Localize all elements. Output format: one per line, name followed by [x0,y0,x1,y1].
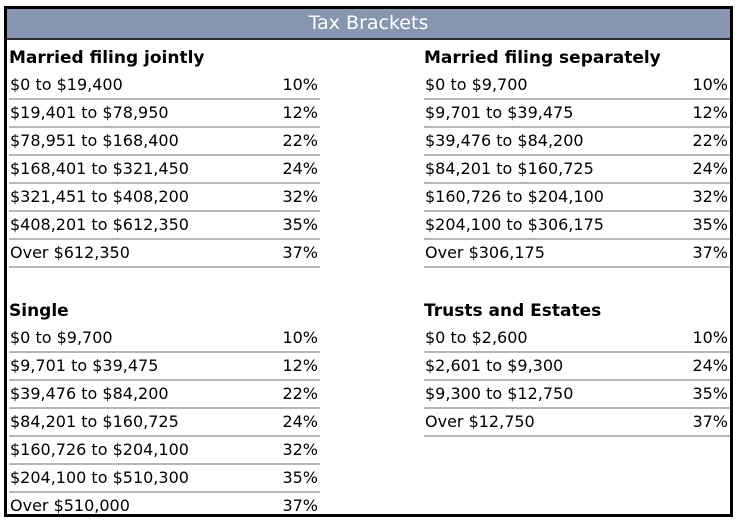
bracket-range: $160,726 to $204,100 [10,440,189,459]
table-row: $160,726 to $204,100 32% [424,184,730,212]
bracket-rate: 10% [282,328,318,347]
bracket-rate: 35% [282,468,318,487]
table-row: $9,701 to $39,475 12% [424,100,730,128]
section-title: Married filing jointly [9,48,205,68]
bracket-range: $0 to $19,400 [10,75,123,94]
bracket-rate: 37% [692,243,728,262]
bracket-range: $9,300 to $12,750 [425,384,574,403]
table-row: $84,201 to $160,725 24% [9,409,320,437]
table-row: $168,401 to $321,450 24% [9,156,320,184]
bracket-rate: 12% [282,103,318,122]
table-row: $0 to $19,400 10% [9,72,320,100]
table-row: $84,201 to $160,725 24% [424,156,730,184]
bracket-range: $408,201 to $612,350 [10,215,189,234]
bracket-range: $204,100 to $510,300 [10,468,189,487]
bracket-range: $2,601 to $9,300 [425,356,564,375]
bracket-range: $0 to $2,600 [425,328,528,347]
table-row: $19,401 to $78,950 12% [9,100,320,128]
table-row: $204,100 to $510,300 35% [9,465,320,493]
bracket-range: $321,451 to $408,200 [10,187,189,206]
bracket-range: Over $12,750 [425,412,535,431]
bracket-range: $84,201 to $160,725 [10,412,179,431]
bracket-rate: 37% [692,412,728,431]
table-row: $408,201 to $612,350 35% [9,212,320,240]
bracket-rate: 35% [692,215,728,234]
bracket-rate: 10% [692,328,728,347]
table-row: $160,726 to $204,100 32% [9,437,320,465]
bracket-rate: 12% [282,356,318,375]
table-row: $39,476 to $84,200 22% [9,381,320,409]
bracket-rate: 22% [282,131,318,150]
table-row: $0 to $9,700 10% [424,72,730,100]
bracket-range: $204,100 to $306,175 [425,215,604,234]
bracket-rate: 32% [282,440,318,459]
bracket-range: $0 to $9,700 [10,328,113,347]
bracket-range: $19,401 to $78,950 [10,103,169,122]
table-row: $2,601 to $9,300 24% [424,353,730,381]
table-title: Tax Brackets [7,9,730,40]
section-married-filing-separately: Married filing separately $0 to $9,700 10… [424,44,730,268]
bracket-rate: 10% [692,75,728,94]
bracket-rate: 32% [282,187,318,206]
bracket-rate: 35% [692,384,728,403]
bracket-rate: 10% [282,75,318,94]
bracket-rate: 22% [282,384,318,403]
bracket-rate: 32% [692,187,728,206]
table-row: $0 to $9,700 10% [9,325,320,353]
bracket-rate: 12% [692,103,728,122]
bracket-rate: 37% [282,496,318,515]
bracket-rate: 24% [692,159,728,178]
table-row: $78,951 to $168,400 22% [9,128,320,156]
bracket-rate: 35% [282,215,318,234]
bracket-range: $168,401 to $321,450 [10,159,189,178]
bracket-range: $78,951 to $168,400 [10,131,179,150]
section-title: Married filing separately [424,48,661,68]
bracket-range: Over $306,175 [425,243,545,262]
tax-brackets-table: Tax Brackets Married filing jointly $0 t… [4,6,733,517]
table-row: $9,300 to $12,750 35% [424,381,730,409]
table-row: Over $306,175 37% [424,240,730,268]
bracket-range: $39,476 to $84,200 [425,131,584,150]
section-married-filing-jointly: Married filing jointly $0 to $19,400 10% … [9,44,320,268]
bracket-rate: 24% [282,412,318,431]
table-row: $321,451 to $408,200 32% [9,184,320,212]
bracket-range: $84,201 to $160,725 [425,159,594,178]
table-row: Over $612,350 37% [9,240,320,268]
table-row: Over $12,750 37% [424,409,730,437]
table-row: $0 to $2,600 10% [424,325,730,353]
bracket-range: $160,726 to $204,100 [425,187,604,206]
bracket-rate: 24% [282,159,318,178]
table-row: $9,701 to $39,475 12% [9,353,320,381]
section-title: Single [9,301,69,321]
bracket-range: $39,476 to $84,200 [10,384,169,403]
bracket-rate: 22% [692,131,728,150]
bracket-range: $9,701 to $39,475 [425,103,574,122]
table-row: $204,100 to $306,175 35% [424,212,730,240]
section-single: Single $0 to $9,700 10% $9,701 to $39,475… [9,297,320,521]
bracket-rate: 24% [692,356,728,375]
section-trusts-and-estates: Trusts and Estates $0 to $2,600 10% $2,60… [424,297,730,437]
bracket-range: $9,701 to $39,475 [10,356,159,375]
table-row: Over $510,000 37% [9,493,320,521]
section-title: Trusts and Estates [424,301,602,321]
bracket-rate: 37% [282,243,318,262]
bracket-range: Over $510,000 [10,496,130,515]
bracket-range: Over $612,350 [10,243,130,262]
bracket-range: $0 to $9,700 [425,75,528,94]
table-row: $39,476 to $84,200 22% [424,128,730,156]
